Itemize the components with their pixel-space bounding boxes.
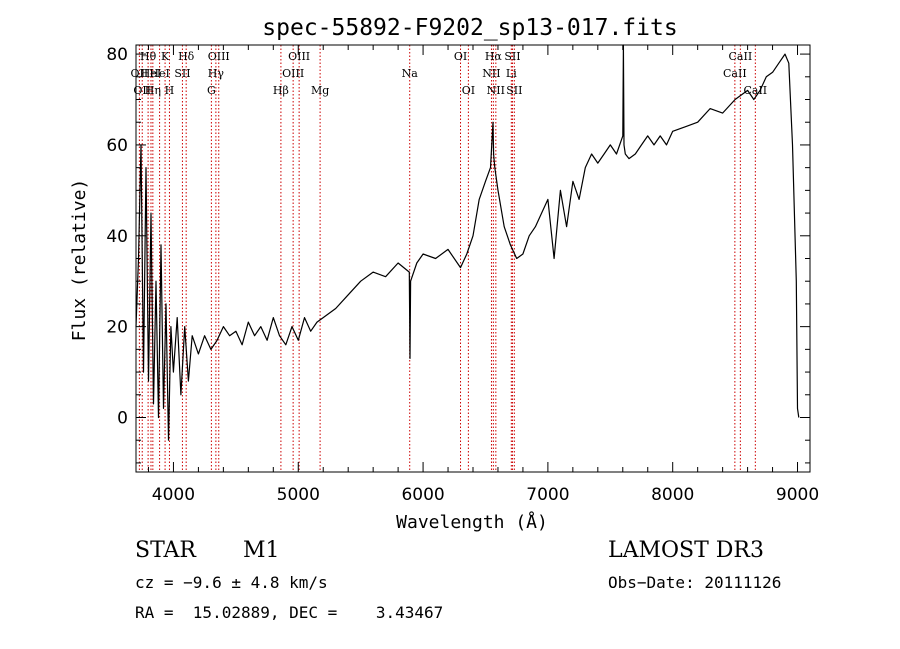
object-subclass: M1 <box>243 538 280 563</box>
axis-ticks: 4000 5000 6000 7000 8000 9000 0 20 40 60 80 <box>106 45 819 505</box>
line-marker-label-10: G <box>207 84 216 97</box>
redshift-cz: cz = −9.6 ± 4.8 km/s <box>135 573 328 592</box>
line-marker-label-26: CaII <box>723 67 747 80</box>
line-marker-label-13: Hβ <box>273 84 289 97</box>
line-marker-label-16: Mg <box>311 84 329 97</box>
line-marker-label-0: OII <box>131 67 149 80</box>
line-marker-label-7: H <box>165 84 175 97</box>
line-marker-label-24: SII <box>504 50 520 63</box>
y-tick-label-0: 0 <box>117 408 128 428</box>
line-marker-label-25: SII <box>506 84 522 97</box>
line-marker-label-5: HeI <box>149 67 169 80</box>
observation-date: Obs−Date: 20111126 <box>608 573 782 592</box>
x-tick-label-4: 8000 <box>651 485 694 505</box>
line-marker-label-12: OIII <box>208 50 230 63</box>
x-tick-label-1: 5000 <box>277 485 320 505</box>
ra-dec: RA = 15.02889, DEC = 3.43467 <box>135 603 444 622</box>
line-marker-label-27: CaII <box>729 50 753 63</box>
line-marker-label-17: Na <box>402 67 419 80</box>
object-class: STAR <box>135 538 196 563</box>
y-tick-label-4: 80 <box>106 45 128 65</box>
line-marker-label-11: Hγ <box>208 67 225 80</box>
spectrum-series <box>135 44 800 441</box>
line-marker-label-22: NII <box>487 84 505 97</box>
line-marker-label-21: Hα <box>485 50 503 63</box>
line-marker-label-9: Hδ <box>178 50 195 63</box>
line-marker-label-3: HeI <box>141 67 161 80</box>
line-marker-label-23: Li <box>506 67 517 80</box>
line-marker-label-8: SII <box>174 67 190 80</box>
line-marker-label-19: OI <box>462 84 475 97</box>
line-marker-label-14: OIII <box>282 67 304 80</box>
y-tick-label-1: 20 <box>106 318 128 338</box>
x-axis-label: Wavelength (Å) <box>396 511 548 533</box>
line-marker-label-1: OII <box>133 84 151 97</box>
y-tick-label-2: 40 <box>106 227 128 247</box>
chart-title: spec-55892-F9202_sp13-017.fits <box>262 15 677 41</box>
line-marker-labels: OIIOIIHθHeIHηHeIKHSIIHδGHγOIIIHβOIIIOIII… <box>131 50 768 97</box>
y-axis-label: Flux (relative) <box>69 179 90 342</box>
x-tick-label-5: 9000 <box>776 485 819 505</box>
line-marker-label-2: Hθ <box>140 50 157 63</box>
line-marker-label-15: OIII <box>288 50 310 63</box>
x-tick-label-3: 7000 <box>526 485 569 505</box>
survey-name: LAMOST DR3 <box>608 538 764 563</box>
spectrum-line-0 <box>135 44 800 441</box>
line-markers <box>138 45 756 472</box>
y-tick-label-3: 60 <box>106 136 128 156</box>
x-tick-label-2: 6000 <box>401 485 444 505</box>
line-marker-label-18: OI <box>454 50 467 63</box>
line-marker-label-4: Hη <box>145 84 161 97</box>
x-tick-label-0: 4000 <box>152 485 195 505</box>
line-marker-label-6: K <box>161 50 170 63</box>
line-marker-label-20: NII <box>482 67 500 80</box>
